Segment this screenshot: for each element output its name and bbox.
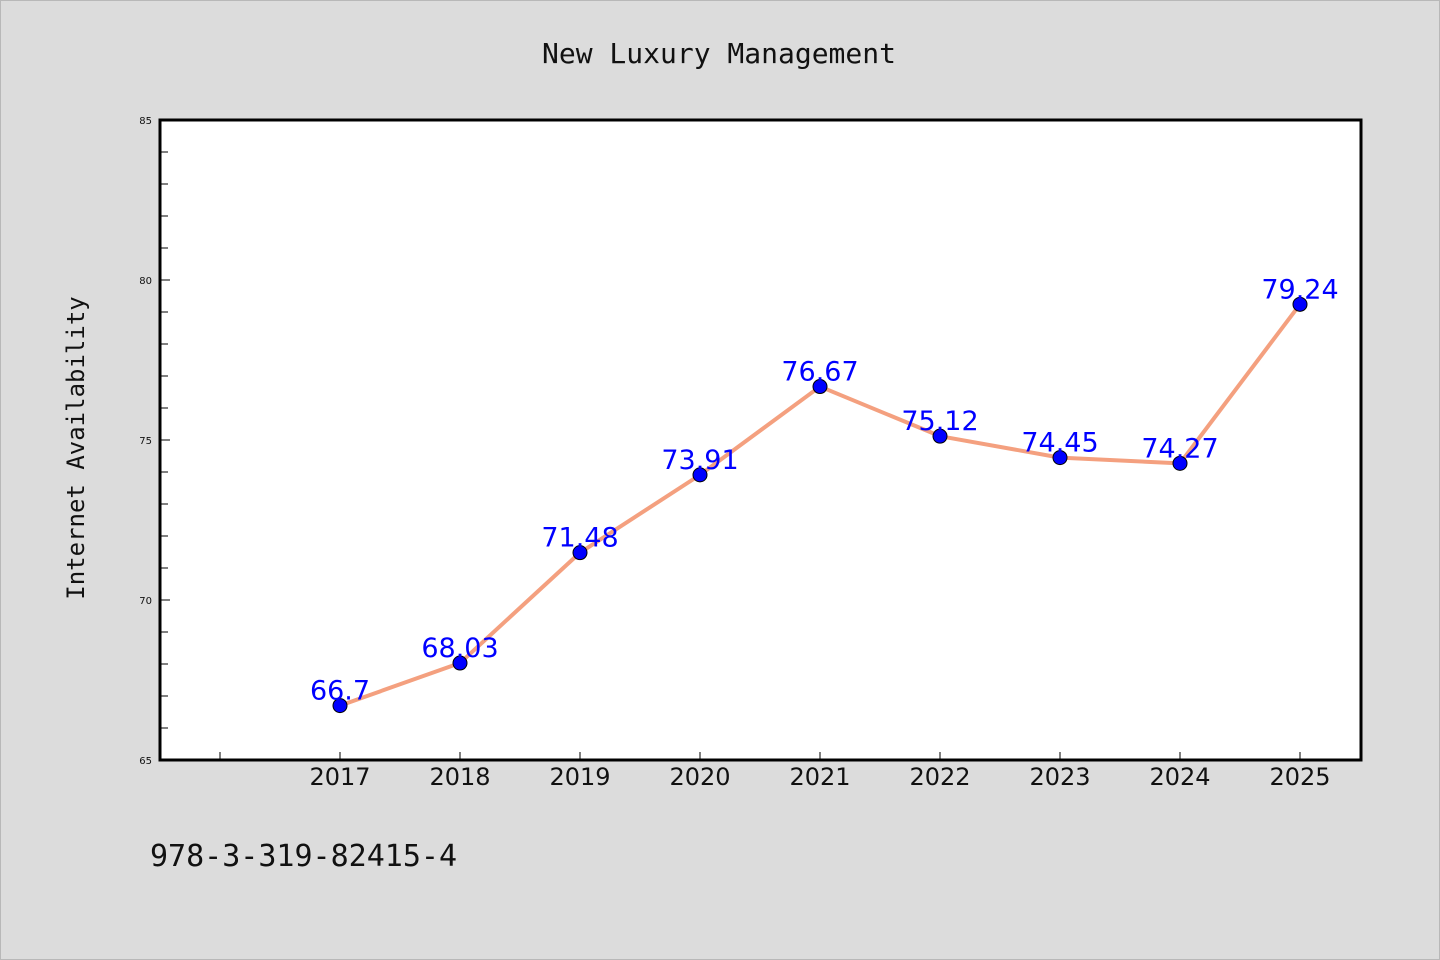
y-tick-label: 75 xyxy=(139,436,152,447)
data-label: 74.27 xyxy=(1141,433,1218,464)
data-point xyxy=(452,655,468,671)
data-label: 79.24 xyxy=(1261,274,1338,305)
x-tick-label: 2023 xyxy=(1029,763,1090,791)
data-point xyxy=(1292,296,1308,312)
x-tick-label: 2020 xyxy=(669,763,730,791)
y-tick-label: 80 xyxy=(139,276,152,287)
data-labels: 66.7 68.03 71.48 73.91 76.67 75.12 74.45 74.27 7… xyxy=(310,274,1339,706)
data-label: 75.12 xyxy=(901,406,978,437)
x-tick-label: 2019 xyxy=(549,763,610,791)
data-point xyxy=(1172,455,1188,471)
plot-area xyxy=(158,118,1363,762)
chart-title: New Luxury Management xyxy=(542,37,896,70)
data-point xyxy=(692,467,708,483)
x-tick-label: 2022 xyxy=(909,763,970,791)
data-point xyxy=(572,545,588,561)
y-tick-label: 85 xyxy=(139,116,152,127)
data-label: 71.48 xyxy=(541,523,618,554)
data-label: 66.7 xyxy=(310,676,370,707)
data-point xyxy=(332,698,348,714)
data-point xyxy=(812,379,828,395)
x-tick-label: 2017 xyxy=(309,763,370,791)
series-markers xyxy=(332,296,1308,714)
data-label: 76.67 xyxy=(781,357,858,388)
x-axis-ticks: 2017 2018 2019 2020 2021 2022 2023 2024 2025 xyxy=(219,752,1331,791)
y-axis-label: Internet Availability xyxy=(62,296,90,599)
data-point xyxy=(1052,450,1068,466)
data-label: 68.03 xyxy=(421,633,498,664)
y-axis-ticks: 65 70 75 80 85 xyxy=(139,116,170,767)
x-tick-label: 2025 xyxy=(1269,763,1330,791)
x-tick-label: 2018 xyxy=(429,763,490,791)
data-point xyxy=(932,428,948,444)
y-tick-label: 70 xyxy=(139,596,152,607)
footer-code: 978-3-319-82415-4 xyxy=(150,839,457,874)
data-label: 73.91 xyxy=(661,445,738,476)
x-tick-label: 2024 xyxy=(1149,763,1210,791)
x-tick-label: 2021 xyxy=(789,763,850,791)
data-label: 74.45 xyxy=(1021,428,1098,459)
y-tick-label: 65 xyxy=(139,756,152,767)
